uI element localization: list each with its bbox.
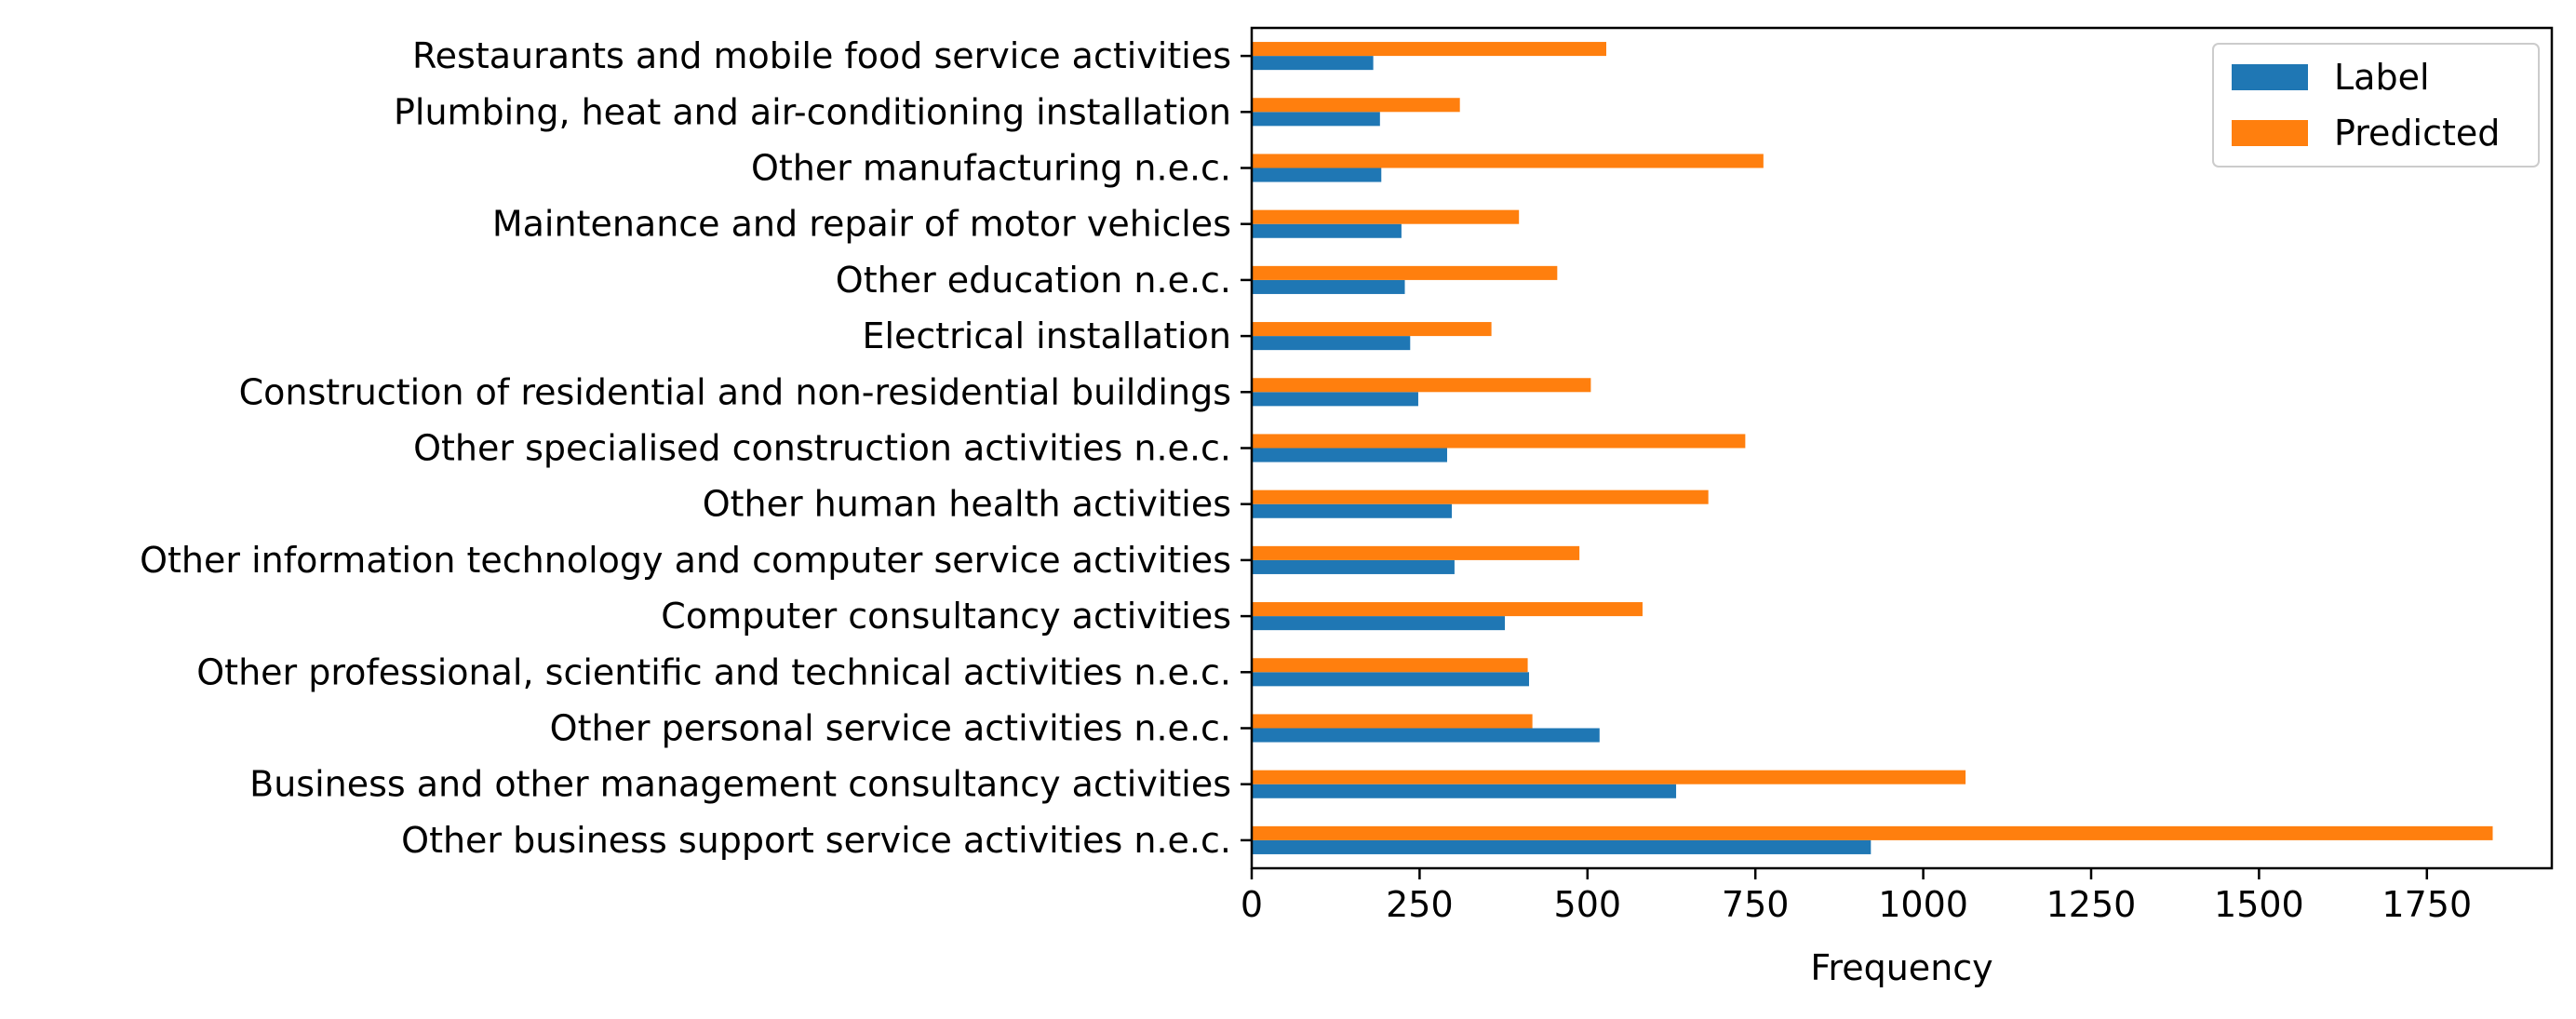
- x-tick-label: 1500: [2214, 884, 2304, 925]
- bar-label: [1252, 279, 1405, 294]
- x-axis-ticks: 0 250 500 750 1000 1250 1500 1750: [1241, 868, 2472, 925]
- category-label: Plumbing, heat and air-conditioning inst…: [394, 91, 1231, 132]
- legend: Label Predicted: [2212, 43, 2540, 168]
- bar-label: [1252, 223, 1402, 238]
- category-label: Electrical installation: [862, 315, 1231, 356]
- x-tick-label: 1750: [2381, 884, 2472, 925]
- x-tick-label: 0: [1241, 884, 1263, 925]
- bar-predicted: [1252, 322, 1492, 337]
- legend-swatch-predicted: [2232, 120, 2308, 146]
- category-label: Other personal service activities n.e.c.: [550, 708, 1231, 749]
- bar-predicted: [1252, 209, 1520, 224]
- bar-label: [1252, 168, 1382, 182]
- bar-label: [1252, 112, 1380, 127]
- x-tick-label: 250: [1386, 884, 1454, 925]
- bar-predicted: [1252, 489, 1709, 504]
- x-tick-label: 500: [1554, 884, 1622, 925]
- bar-predicted: [1252, 825, 2493, 840]
- bar-label: [1252, 503, 1453, 518]
- legend-swatch-label: [2232, 64, 2308, 90]
- bar-predicted: [1252, 714, 1533, 729]
- category-label: Business and other management consultanc…: [249, 764, 1231, 805]
- category-label: Other human health activities: [703, 484, 1231, 525]
- bar-predicted: [1252, 602, 1643, 617]
- bar-predicted: [1252, 658, 1528, 673]
- category-label: Restaurants and mobile food service acti…: [412, 35, 1231, 76]
- bar-predicted: [1252, 98, 1460, 113]
- category-label: Other information technology and compute…: [140, 540, 1231, 581]
- bar-label: [1252, 672, 1530, 687]
- bar-predicted: [1252, 770, 1966, 784]
- category-label: Other education n.e.c.: [836, 260, 1231, 301]
- bar-label: [1252, 839, 1872, 854]
- bar-label: [1252, 392, 1418, 407]
- bar-predicted: [1252, 545, 1580, 560]
- category-label: Other business support service activitie…: [401, 820, 1231, 861]
- bar-predicted: [1252, 434, 1746, 449]
- category-label: Computer consultancy activities: [661, 596, 1231, 637]
- x-axis-label: Frequency: [1810, 947, 1992, 988]
- bar-label: [1252, 784, 1677, 798]
- bar-label: [1252, 56, 1374, 71]
- bar-predicted: [1252, 378, 1591, 393]
- category-label: Construction of residential and non-resi…: [239, 371, 1231, 412]
- bar-label: [1252, 448, 1447, 463]
- legend-label-label: Label: [2334, 57, 2430, 98]
- category-label: Other manufacturing n.e.c.: [751, 148, 1231, 189]
- bar-label: [1252, 559, 1455, 574]
- category-label: Other specialised construction activitie…: [413, 428, 1231, 469]
- x-tick-label: 1000: [1878, 884, 1968, 925]
- x-tick-label: 1250: [2046, 884, 2137, 925]
- category-label: Other professional, scientific and techn…: [196, 651, 1231, 692]
- bar-predicted: [1252, 265, 1558, 280]
- category-label: Maintenance and repair of motor vehicles: [492, 204, 1231, 245]
- y-axis-ticks: Other business support service activitie…: [140, 35, 1252, 861]
- bar-label: [1252, 616, 1506, 631]
- bar-label: [1252, 336, 1411, 351]
- x-tick-label: 750: [1722, 884, 1790, 925]
- bar-label: [1252, 728, 1600, 743]
- plot-frame: [1250, 26, 2554, 870]
- bars-layer: [1252, 42, 2493, 854]
- bar-predicted: [1252, 154, 1764, 168]
- legend-label-predicted: Predicted: [2334, 113, 2500, 154]
- bar-predicted: [1252, 42, 1606, 57]
